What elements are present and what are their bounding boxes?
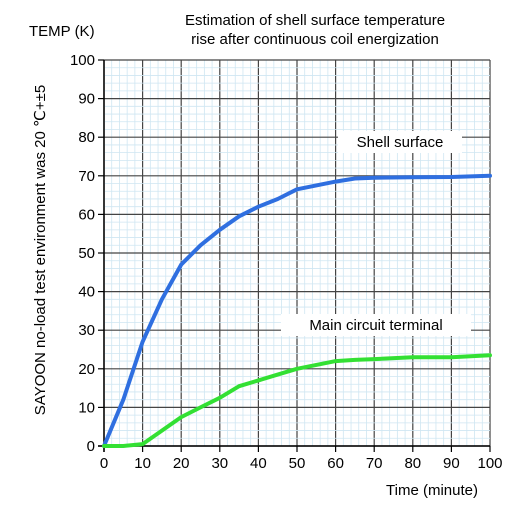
y-axis-label: TEMP (K) — [29, 23, 95, 40]
x-axis-label: Time (minute) — [386, 482, 478, 499]
y-tick-label: 20 — [78, 361, 95, 378]
y-tick-label: 40 — [78, 284, 95, 301]
y-tick-label: 10 — [78, 399, 95, 416]
y-tick-label: 50 — [78, 245, 95, 262]
series-line-0 — [102, 173, 492, 448]
x-tick-label: 50 — [289, 455, 306, 472]
chart-title-line-2: rise after continuous coil energization — [191, 31, 439, 48]
x-tick-label: 60 — [327, 455, 344, 472]
axes — [98, 59, 491, 452]
x-tick-label: 20 — [173, 455, 190, 472]
series-line-1 — [102, 353, 492, 448]
x-tick-label: 100 — [477, 455, 502, 472]
series-label-bg-0 — [338, 131, 462, 153]
x-tick-label: 30 — [211, 455, 228, 472]
series-lines — [102, 173, 492, 448]
x-tick-label: 70 — [366, 455, 383, 472]
y-tick-label: 90 — [78, 91, 95, 108]
series-label-0: Shell surface — [357, 134, 444, 151]
x-tick-label: 0 — [100, 455, 108, 472]
x-tick-label: 80 — [404, 455, 421, 472]
grid — [103, 59, 491, 447]
y-tick-label: 100 — [70, 52, 95, 69]
series-label-1: Main circuit terminal — [309, 317, 442, 334]
chart-title-line-1: Estimation of shell surface temperature — [185, 12, 445, 29]
series-label-bg-1 — [281, 314, 471, 336]
tick-labels: 0 10 20 30 40 50 60 70 80 90 100 0 10 20 30 40 50 60 70 80 9… — [70, 52, 503, 472]
series-labels: Shell surface Main circuit terminal — [281, 131, 471, 336]
y-tick-label: 60 — [78, 206, 95, 223]
x-tick-label: 90 — [443, 455, 460, 472]
y-tick-label: 30 — [78, 322, 95, 339]
x-tick-label: 40 — [250, 455, 267, 472]
x-tick-label: 10 — [134, 455, 151, 472]
y-tick-label: 80 — [78, 129, 95, 146]
side-note: SAYOON no-load test environment was 20 ℃… — [32, 85, 49, 415]
y-tick-label: 70 — [78, 168, 95, 185]
y-tick-label: 0 — [87, 438, 95, 455]
